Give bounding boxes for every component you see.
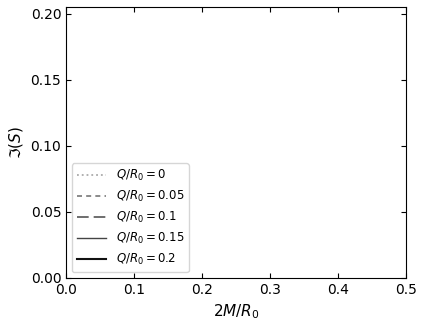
X-axis label: $2M/R_0$: $2M/R_0$: [213, 302, 259, 321]
Y-axis label: $\Im(S)$: $\Im(S)$: [7, 126, 25, 159]
Legend: $Q/R_0 = 0$, $Q/R_0 = 0.05$, $Q/R_0 = 0.1$, $Q/R_0 = 0.15$, $Q/R_0 = 0.2$: $Q/R_0 = 0$, $Q/R_0 = 0.05$, $Q/R_0 = 0.…: [72, 163, 189, 272]
